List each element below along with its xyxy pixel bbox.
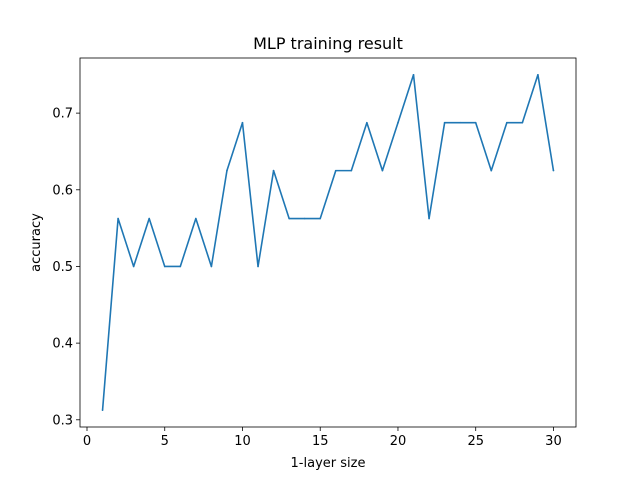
x-tick-label: 5 (161, 434, 169, 449)
y-tick-label: 0.5 (52, 260, 73, 275)
series-line (101, 73, 555, 411)
x-tick-label: 25 (467, 434, 484, 449)
data-point (334, 169, 337, 172)
data-point (381, 169, 384, 172)
data-point (101, 409, 104, 412)
x-tick-label: 15 (312, 434, 329, 449)
y-tick-label: 0.4 (52, 337, 73, 352)
data-point (506, 121, 508, 124)
plot-layer (101, 73, 555, 412)
data-point (350, 169, 353, 172)
data-point (490, 169, 493, 172)
x-tick-label: 30 (545, 434, 562, 449)
data-point (521, 121, 524, 124)
y-axis-label: accuracy (29, 213, 44, 272)
data-point (163, 265, 166, 268)
data-point (474, 121, 477, 124)
ticks-layer: 0 5 10 15 20 25 30 0.3 0.4 0.5 0.6 0.7 (52, 107, 561, 449)
data-point (148, 217, 150, 220)
data-point (179, 265, 182, 268)
data-point (117, 217, 119, 220)
data-point (288, 217, 290, 220)
data-point (428, 217, 430, 220)
data-point (366, 121, 368, 124)
data-point (210, 265, 213, 268)
data-point (241, 121, 244, 124)
data-point (412, 73, 415, 76)
x-axis-label: 1-layer size (291, 456, 366, 471)
data-point (195, 217, 197, 220)
data-point (459, 121, 461, 124)
chart-title: MLP training result (253, 34, 403, 53)
x-tick-label: 0 (83, 434, 91, 449)
data-point (443, 121, 446, 124)
x-tick-label: 10 (234, 434, 251, 449)
data-point (319, 217, 322, 220)
data-point (257, 265, 259, 268)
data-point (132, 265, 135, 268)
data-point (397, 121, 399, 124)
data-point (303, 217, 306, 220)
data-point (226, 169, 228, 172)
x-tick-label: 20 (390, 434, 407, 449)
y-tick-label: 0.7 (52, 107, 73, 122)
y-tick-label: 0.3 (52, 413, 73, 428)
y-tick-label: 0.6 (52, 183, 73, 198)
axes-frame (79, 57, 577, 428)
data-point (537, 73, 539, 76)
data-point (552, 169, 555, 172)
data-point (272, 169, 275, 172)
